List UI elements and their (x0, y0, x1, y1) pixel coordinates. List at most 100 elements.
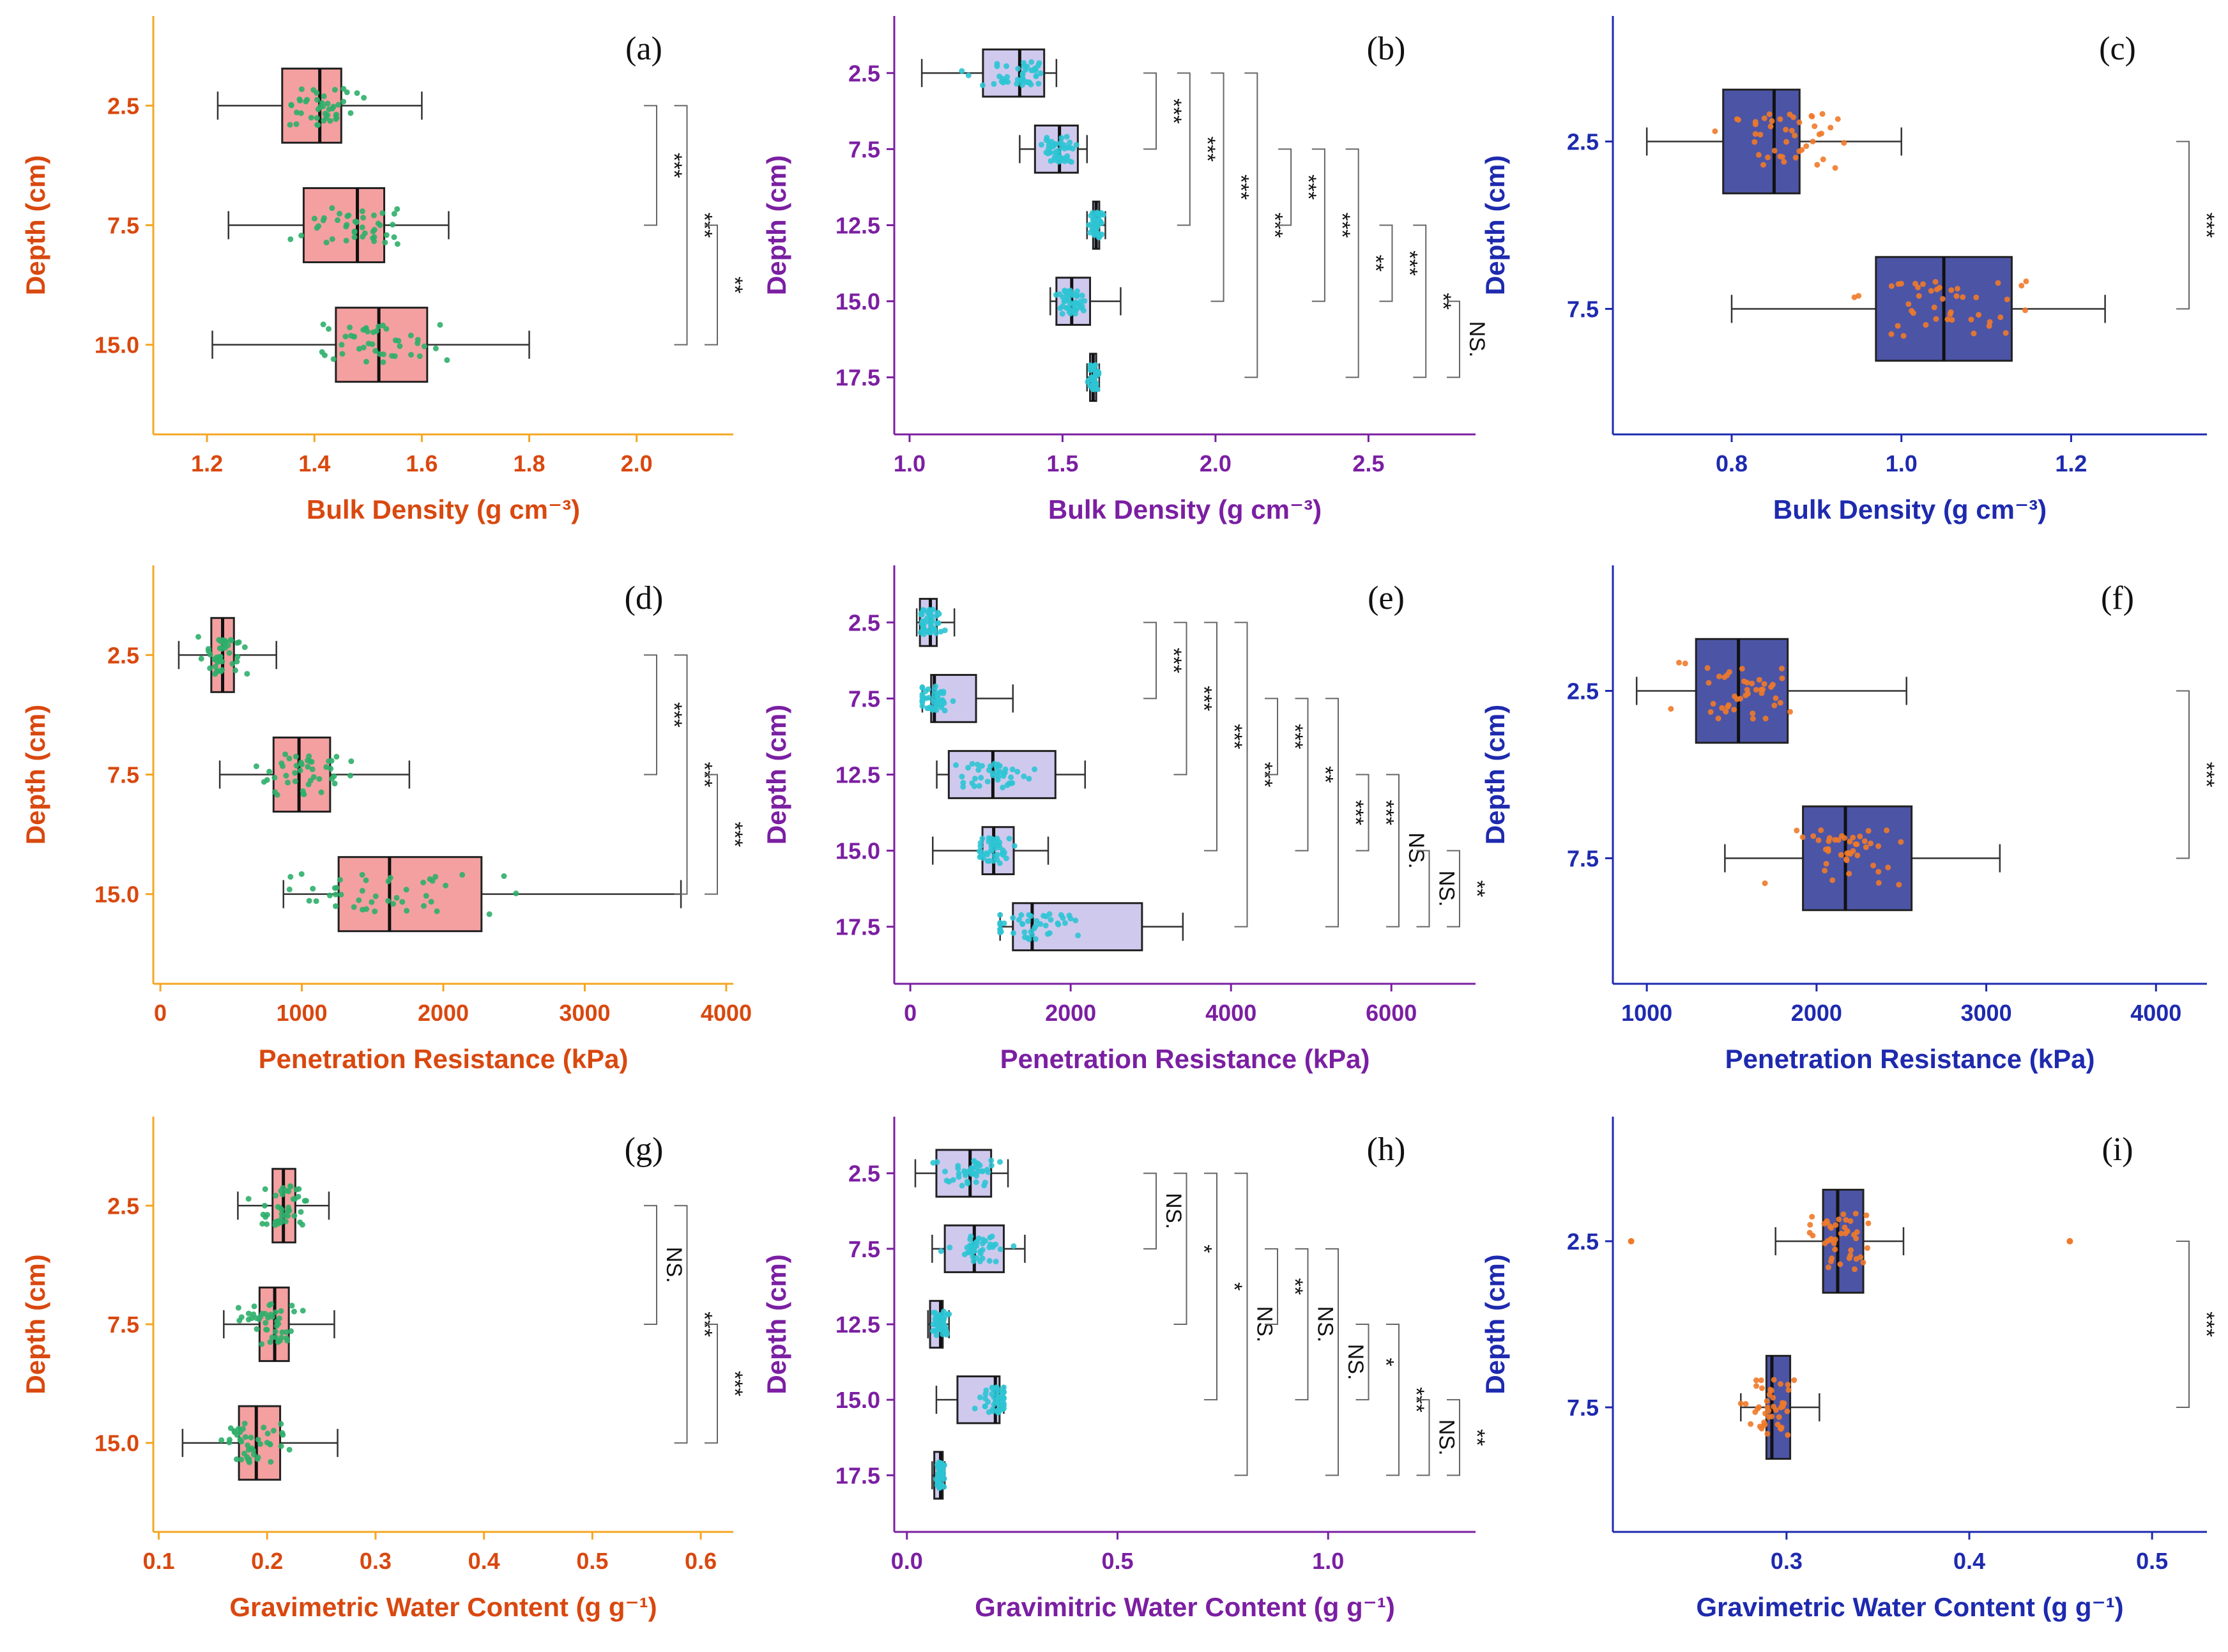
panel-h: 0.0 0.5 1.0 2.5 7.5 12.5 15.0 17.5 Gravimitric W… (761, 1117, 1489, 1622)
data-point (1032, 936, 1039, 942)
x-tick-label: 0.3 (1771, 1548, 1803, 1574)
data-point (1035, 63, 1041, 69)
data-point (315, 106, 321, 112)
data-point (278, 1308, 284, 1314)
bracket-line (1234, 622, 1248, 928)
bracket-line (674, 105, 688, 346)
data-point (232, 667, 238, 673)
significance-label: *** (1296, 174, 1320, 200)
data-point (376, 323, 382, 330)
data-point (1057, 305, 1064, 311)
panel-label: (i) (2102, 1131, 2133, 1168)
data-point (305, 757, 311, 763)
y-tick-label: 2.5 (1567, 129, 1599, 155)
bracket-line (1386, 774, 1400, 928)
data-point (253, 763, 259, 770)
significance-bracket: *** (1173, 622, 1216, 776)
data-point (940, 689, 947, 695)
x-tick-label: 3000 (559, 1000, 610, 1026)
data-point (984, 858, 991, 864)
panel-a: 1.2 1.4 1.6 1.8 2.0 2.5 7.5 15.0 Bulk Density (g… (20, 16, 747, 524)
data-point (1852, 1211, 1859, 1217)
data-point (310, 87, 317, 93)
data-point (1843, 1217, 1849, 1223)
data-point (335, 102, 342, 108)
y-tick-label: 15.0 (95, 1430, 139, 1457)
data-point (1896, 882, 1902, 888)
data-point (298, 1209, 304, 1215)
y-tick-label: 7.5 (107, 1312, 139, 1338)
data-point (1842, 835, 1848, 841)
data-point (264, 1430, 271, 1437)
data-point (1764, 1398, 1770, 1404)
x-tick-label: 0.5 (2136, 1548, 2168, 1574)
data-point (321, 352, 328, 358)
data-point (1837, 1261, 1843, 1267)
x-tick-label: 0 (154, 1000, 167, 1026)
data-point (278, 1421, 284, 1427)
bracket-line (705, 1324, 718, 1444)
data-point (333, 885, 340, 891)
data-point (301, 1198, 308, 1204)
data-point (1000, 773, 1007, 779)
data-point (421, 343, 427, 349)
significance-bracket: *** (1355, 774, 1398, 852)
data-point (245, 1196, 252, 1202)
data-point (998, 928, 1004, 935)
data-point (1875, 843, 1882, 850)
data-point (291, 1308, 298, 1315)
data-point (1033, 73, 1039, 79)
data-point (314, 225, 320, 231)
data-point (280, 1432, 286, 1438)
data-point (1888, 283, 1895, 289)
x-axis-title: Penetration Resistance (kPa) (1725, 1044, 2095, 1074)
data-point (245, 1446, 252, 1453)
data-point (942, 1168, 949, 1175)
data-point (397, 343, 403, 349)
data-point (1053, 292, 1059, 298)
data-point (1766, 1391, 1773, 1398)
data-point (241, 644, 248, 650)
data-point (337, 210, 343, 217)
box-2.5 (920, 48, 1058, 98)
data-point (979, 82, 986, 89)
data-point (1895, 323, 1901, 329)
box-2.5 (178, 616, 277, 693)
significance-bracket: * (1173, 1172, 1216, 1325)
data-point (1026, 912, 1032, 918)
data-point (328, 758, 335, 764)
significance-label: *** (722, 1371, 747, 1396)
significance-bracket: * (1355, 1324, 1398, 1401)
box-12.5 (927, 1299, 952, 1349)
data-point (997, 769, 1003, 775)
data-point (1851, 1266, 1858, 1273)
data-point (391, 211, 397, 217)
significance-label: *** (1397, 250, 1421, 276)
data-point (1095, 217, 1101, 223)
data-point (1064, 134, 1070, 140)
data-point (298, 871, 305, 877)
data-point (1743, 1401, 1749, 1407)
data-point (1852, 841, 1859, 847)
data-point (283, 772, 289, 779)
data-point (1731, 707, 1737, 713)
data-point (369, 899, 375, 905)
bracket-line (2176, 690, 2190, 859)
significance-label: *** (1195, 137, 1219, 162)
significance-bracket: *** (644, 654, 686, 776)
data-point (918, 611, 924, 618)
data-point (974, 761, 980, 768)
data-point (383, 232, 390, 238)
data-point (261, 779, 267, 785)
bracket-line (1413, 224, 1427, 378)
data-point (371, 238, 378, 245)
data-point (347, 110, 354, 116)
data-point (1784, 1408, 1790, 1414)
bracket-line (1265, 1248, 1278, 1325)
data-point (989, 1408, 996, 1414)
data-point (1948, 287, 1955, 293)
data-point (1778, 666, 1785, 672)
x-tick-label: 0 (904, 1000, 917, 1026)
panel-label: (a) (625, 31, 662, 67)
data-point (348, 758, 355, 765)
